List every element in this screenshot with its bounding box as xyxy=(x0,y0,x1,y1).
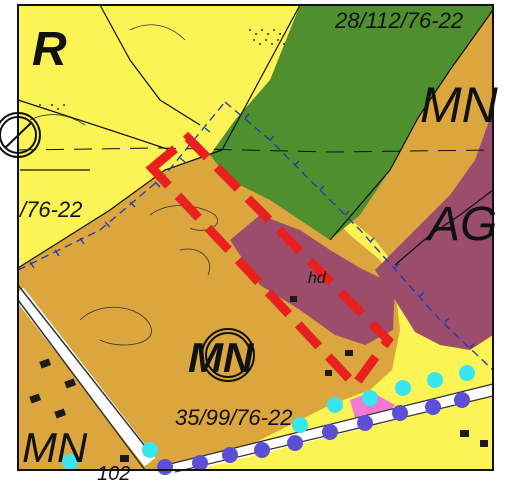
dashed-lines xyxy=(17,147,494,153)
zone-label-mn-bottom-left: MN xyxy=(22,424,88,471)
plot-label-102: 102 xyxy=(97,463,130,485)
mn-circle-symbol xyxy=(201,328,255,382)
zone-label-r: R xyxy=(32,23,67,76)
orange-zone-main xyxy=(18,150,400,470)
small-buildings xyxy=(29,296,488,462)
road-diagonal xyxy=(12,284,156,471)
zone-label-mn-top: MN xyxy=(420,77,499,133)
zone-label-mn-center: MN xyxy=(188,334,255,381)
dotted-patches xyxy=(39,29,285,110)
map-area: R MN AG MN MN 28/112/76-22 /76-22 35/99/… xyxy=(0,4,499,485)
highlight-area-outline[interactable] xyxy=(145,131,394,393)
zone-label-ag: AG xyxy=(425,198,497,251)
building-label-hd: hd xyxy=(308,270,327,287)
contour-lines xyxy=(29,24,218,346)
blue-ticks xyxy=(29,113,475,349)
purple-zone xyxy=(375,110,493,350)
purple-building xyxy=(230,215,395,345)
cyan-dot-row xyxy=(62,365,475,470)
boundary-lines xyxy=(17,4,494,269)
plot-label-top: 28/112/76-22 xyxy=(334,8,463,33)
map-frame xyxy=(17,4,494,471)
green-zone xyxy=(210,5,493,240)
plot-label-left: /76-22 xyxy=(18,197,82,222)
plot-label-bottom: 35/99/76-22 xyxy=(175,405,292,430)
